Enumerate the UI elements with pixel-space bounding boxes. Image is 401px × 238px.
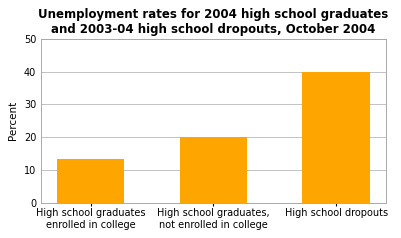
Title: Unemployment rates for 2004 high school graduates
and 2003-04 high school dropou: Unemployment rates for 2004 high school … <box>38 8 389 36</box>
Bar <box>180 137 247 203</box>
Y-axis label: Percent: Percent <box>8 101 18 140</box>
Bar <box>57 159 124 203</box>
Bar <box>302 72 370 203</box>
